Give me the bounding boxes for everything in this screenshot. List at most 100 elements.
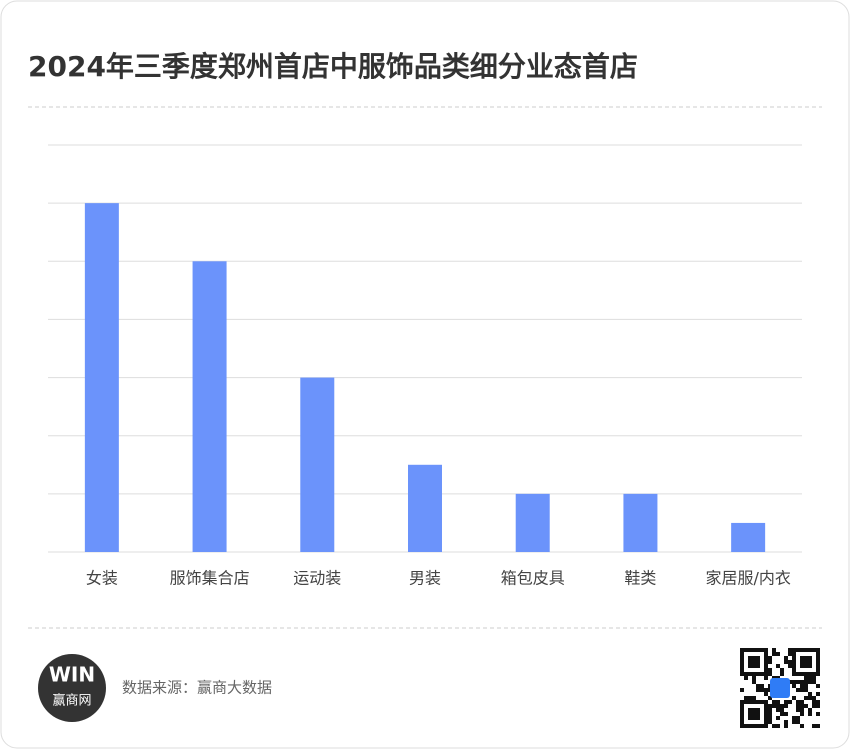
x-tick-label: 家居服/内衣 [705, 569, 790, 588]
qr-cell [752, 676, 756, 680]
qr-finder [748, 656, 760, 668]
qr-cell [800, 712, 804, 716]
qr-cell [768, 720, 772, 724]
qr-cell [788, 660, 792, 664]
bar [300, 377, 335, 552]
qr-cell [788, 648, 792, 652]
qr-cell [772, 700, 776, 704]
qr-cell [744, 676, 748, 680]
qr-finder [740, 648, 768, 676]
qr-cell [784, 700, 788, 704]
qr-cell [768, 668, 772, 672]
qr-cell [792, 716, 796, 720]
qr-cell [796, 680, 800, 684]
qr-cell [752, 696, 756, 700]
qr-cell [800, 688, 804, 692]
qr-finder [800, 656, 812, 668]
qr-logo [770, 678, 790, 698]
qr-finder [748, 708, 760, 720]
qr-cell [808, 712, 812, 716]
qr-cell [772, 648, 776, 652]
x-tick-label: 服饰集合店 [170, 569, 250, 588]
qr-cell [804, 676, 808, 680]
qr-cell [800, 724, 804, 728]
qr-cell [764, 688, 768, 692]
qr-cell [768, 672, 772, 676]
qr-cell [804, 704, 808, 708]
qr-cell [772, 704, 776, 708]
qr-cell [756, 684, 760, 688]
qr-cell [796, 716, 800, 720]
qr-cell [772, 652, 776, 656]
qr-cell [812, 704, 816, 708]
qr-code [740, 648, 820, 728]
qr-finder [740, 700, 768, 728]
qr-cell [784, 712, 788, 716]
qr-cell [740, 688, 744, 692]
qr-cell [760, 684, 764, 688]
qr-cell [776, 708, 780, 712]
qr-cell [780, 672, 784, 676]
qr-cell [776, 716, 780, 720]
qr-cell [776, 652, 780, 656]
qr-cell [784, 724, 788, 728]
qr-cell [808, 696, 812, 700]
qr-cell [792, 720, 796, 724]
qr-cell [816, 692, 820, 696]
qr-finder [792, 648, 820, 676]
qr-cell [808, 676, 812, 680]
qr-cell [812, 724, 816, 728]
qr-cell [760, 688, 764, 692]
qr-cell [800, 708, 804, 712]
qr-cell [764, 676, 768, 680]
bar [192, 261, 227, 552]
qr-cell [792, 696, 796, 700]
qr-cell [776, 700, 780, 704]
qr-cell [804, 680, 808, 684]
x-tick-label: 箱包皮具 [501, 569, 565, 588]
qr-cell [812, 680, 816, 684]
qr-cell [808, 692, 812, 696]
qr-cell [800, 704, 804, 708]
qr-cell [776, 664, 780, 668]
qr-cell [812, 700, 816, 704]
qr-cell [768, 716, 772, 720]
x-tick-label: 女装 [86, 569, 118, 588]
qr-cell [756, 688, 760, 692]
qr-cell [768, 712, 772, 716]
qr-cell [764, 692, 768, 696]
qr-cell [796, 700, 800, 704]
bar [408, 464, 442, 552]
qr-cell [768, 704, 772, 708]
bar [731, 522, 766, 552]
qr-cell [780, 704, 784, 708]
qr-cell [796, 688, 800, 692]
qr-cell [748, 696, 752, 700]
bar [623, 493, 658, 552]
qr-cell [812, 676, 816, 680]
qr-cell [796, 708, 800, 712]
qr-cell [780, 712, 784, 716]
qr-cell [792, 684, 796, 688]
qr-cell [804, 688, 808, 692]
logo-mark: WIN [49, 663, 95, 687]
qr-cell [780, 708, 784, 712]
qr-cell [816, 724, 820, 728]
bar [84, 203, 119, 552]
x-tick-label: 鞋类 [624, 569, 656, 588]
qr-cell [816, 712, 820, 716]
qr-cell [816, 700, 820, 704]
qr-cell [768, 656, 772, 660]
qr-cell [788, 652, 792, 656]
qr-cell [784, 660, 788, 664]
qr-cell [812, 696, 816, 700]
qr-cell [804, 684, 808, 688]
qr-cell [768, 696, 772, 700]
qr-cell [796, 720, 800, 724]
qr-cell [808, 708, 812, 712]
bar [515, 493, 550, 552]
qr-cell [768, 708, 772, 712]
qr-cell [784, 656, 788, 660]
